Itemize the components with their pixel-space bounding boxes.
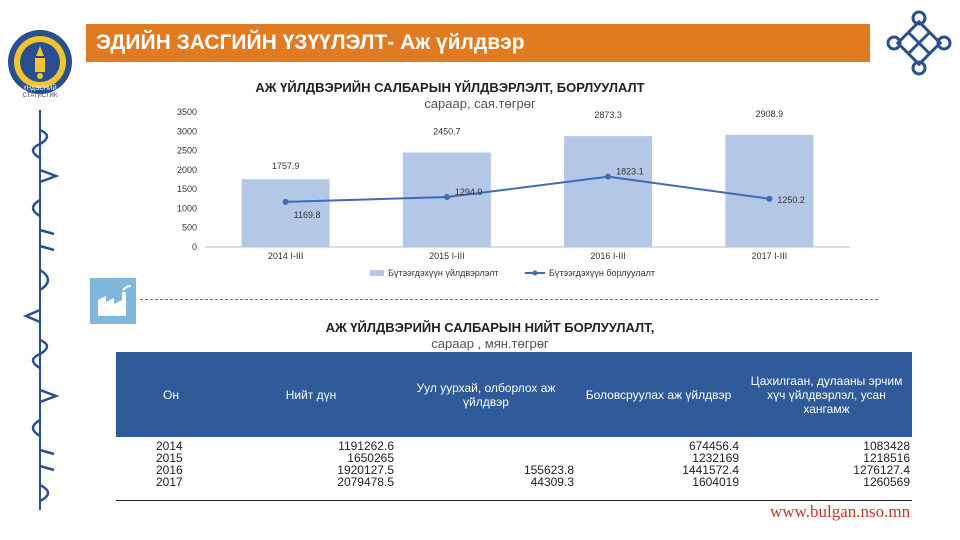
table-subtitle: сараар , мян.төгрөг [431, 336, 549, 351]
cell-processing: 1441572.4 [682, 464, 739, 476]
y-tick-label: 3500 [177, 107, 197, 117]
header-processing: Боловсруулах аж үйлдвэр [576, 352, 741, 437]
bar-production [241, 179, 330, 247]
x-tick-label: 2017 I-III [752, 251, 788, 261]
line-point [766, 195, 773, 202]
cell-energy: 1218516 [863, 452, 910, 464]
sales-table: Он Нийт дүн Уул уурхай, олборлох аж үйлд… [116, 352, 912, 488]
y-tick-label: 2000 [177, 165, 197, 175]
cell-year: 2014 [156, 439, 183, 452]
table-row: 2014 1191262.6 674456.4 1083428 [116, 437, 912, 452]
legend-marker-sales [532, 270, 538, 276]
page-title: ЭДИЙН ЗАСГИЙН ҮЗҮҮЛЭЛТ- Аж үйлдвэр [86, 24, 870, 62]
cell-mining: 155623.8 [523, 464, 574, 476]
y-tick-label: 1500 [177, 184, 197, 194]
cell-total: 1191262.6 [338, 439, 394, 452]
legend-label-sales: Бүтээгдэхүүн борлуулалт [549, 268, 655, 278]
table-row: 2017 2079478.5 44309.3 1604019 1260569 [116, 476, 912, 488]
line-point [605, 173, 612, 180]
x-tick-label: 2014 I-III [268, 251, 304, 261]
production-sales-chart: 0 500 1000 1500 2000 2500 3000 3500 1757.9 2014 I… [177, 107, 850, 278]
cell-processing: 1604019 [692, 476, 739, 488]
y-tick-label: 1000 [177, 203, 197, 213]
line-data-label: 1169.8 [294, 210, 321, 220]
cell-mining [396, 452, 576, 464]
table-bottom-rule [116, 500, 912, 501]
mongolian-script-decoration [22, 110, 60, 510]
mongolia-emblem-icon: ҮНДЭСНИЙ СТАТИСТИК [8, 30, 72, 99]
cell-total: 1920127.5 [337, 464, 394, 476]
header-year: Он [116, 352, 226, 437]
emblem-text-1: ҮНДЭСНИЙ [23, 84, 56, 92]
cell-energy: 1276127.4 [853, 464, 910, 476]
cell-mining [396, 437, 576, 452]
table-title: АЖ ҮЙЛДВЭРИЙН САЛБАРЫН НИЙТ БОРЛУУЛАЛТ, [325, 320, 655, 335]
legend-label-production: Бүтээгдэхүүн үйлдвэрлэлт [388, 268, 499, 278]
legend-swatch-production [370, 270, 384, 276]
emblem-text-2: СТАТИСТИК [23, 93, 58, 99]
bar-data-label: 1757.9 [272, 161, 300, 171]
website-link[interactable]: www.bulgan.nso.mn [770, 502, 911, 521]
line-data-label: 1294.9 [455, 187, 483, 197]
table-row: 2016 1920127.5 155623.8 1441572.4 127612… [116, 464, 912, 476]
header-energy: Цахилгаан, дулааны эрчим хүч үйлдвэрлэл,… [741, 352, 912, 437]
factory-icon [90, 278, 136, 324]
x-tick-label: 2015 I-III [429, 251, 465, 261]
left-brand-strip: ҮНДЭСНИЙ СТАТИСТИК [0, 0, 80, 540]
y-tick-label: 0 [192, 242, 197, 252]
chart-subtitle: сараар, сая.төгрөг [424, 96, 536, 111]
line-data-label: 1250.2 [777, 195, 805, 205]
cell-mining: 44309.3 [530, 476, 574, 488]
header-mining: Уул уурхай, олборлох аж үйлдвэр [396, 352, 576, 437]
cell-total: 1650265 [347, 452, 394, 464]
line-point [282, 198, 289, 205]
y-tick-label: 2500 [177, 146, 197, 156]
section-divider [140, 299, 878, 300]
cell-year: 2015 [156, 452, 183, 464]
table-row: 2015 1650265 1232169 1218516 [116, 452, 912, 464]
bar-production [564, 136, 653, 247]
chart-title: АЖ ҮЙЛДВЭРИЙН САЛБАРЫН ҮЙЛДВЭРЛЭЛТ, БОРЛ… [255, 80, 645, 95]
table-header-row: Он Нийт дүн Уул уурхай, олборлох аж үйлд… [116, 352, 912, 437]
x-tick-label: 2016 I-III [590, 251, 626, 261]
cell-energy: 1260569 [863, 476, 910, 488]
y-tick-label: 3000 [177, 126, 197, 136]
bar-data-label: 2450.7 [433, 126, 461, 136]
header-total: Нийт дүн [226, 352, 396, 437]
endless-knot-icon [886, 10, 952, 76]
cell-processing: 1232169 [692, 452, 739, 464]
cell-year: 2017 [156, 476, 183, 488]
cell-year: 2016 [156, 464, 183, 476]
y-tick-label: 500 [182, 223, 197, 233]
bar-production [725, 134, 814, 247]
line-data-label: 1823.1 [616, 167, 644, 177]
bar-data-label: 2908.9 [756, 109, 784, 119]
cell-processing: 674456.4 [688, 439, 739, 452]
line-point [443, 194, 450, 201]
bar-data-label: 2873.3 [594, 110, 622, 120]
line-sales [285, 175, 770, 203]
cell-energy: 1083428 [863, 439, 910, 452]
cell-total: 2079478.5 [337, 476, 394, 488]
